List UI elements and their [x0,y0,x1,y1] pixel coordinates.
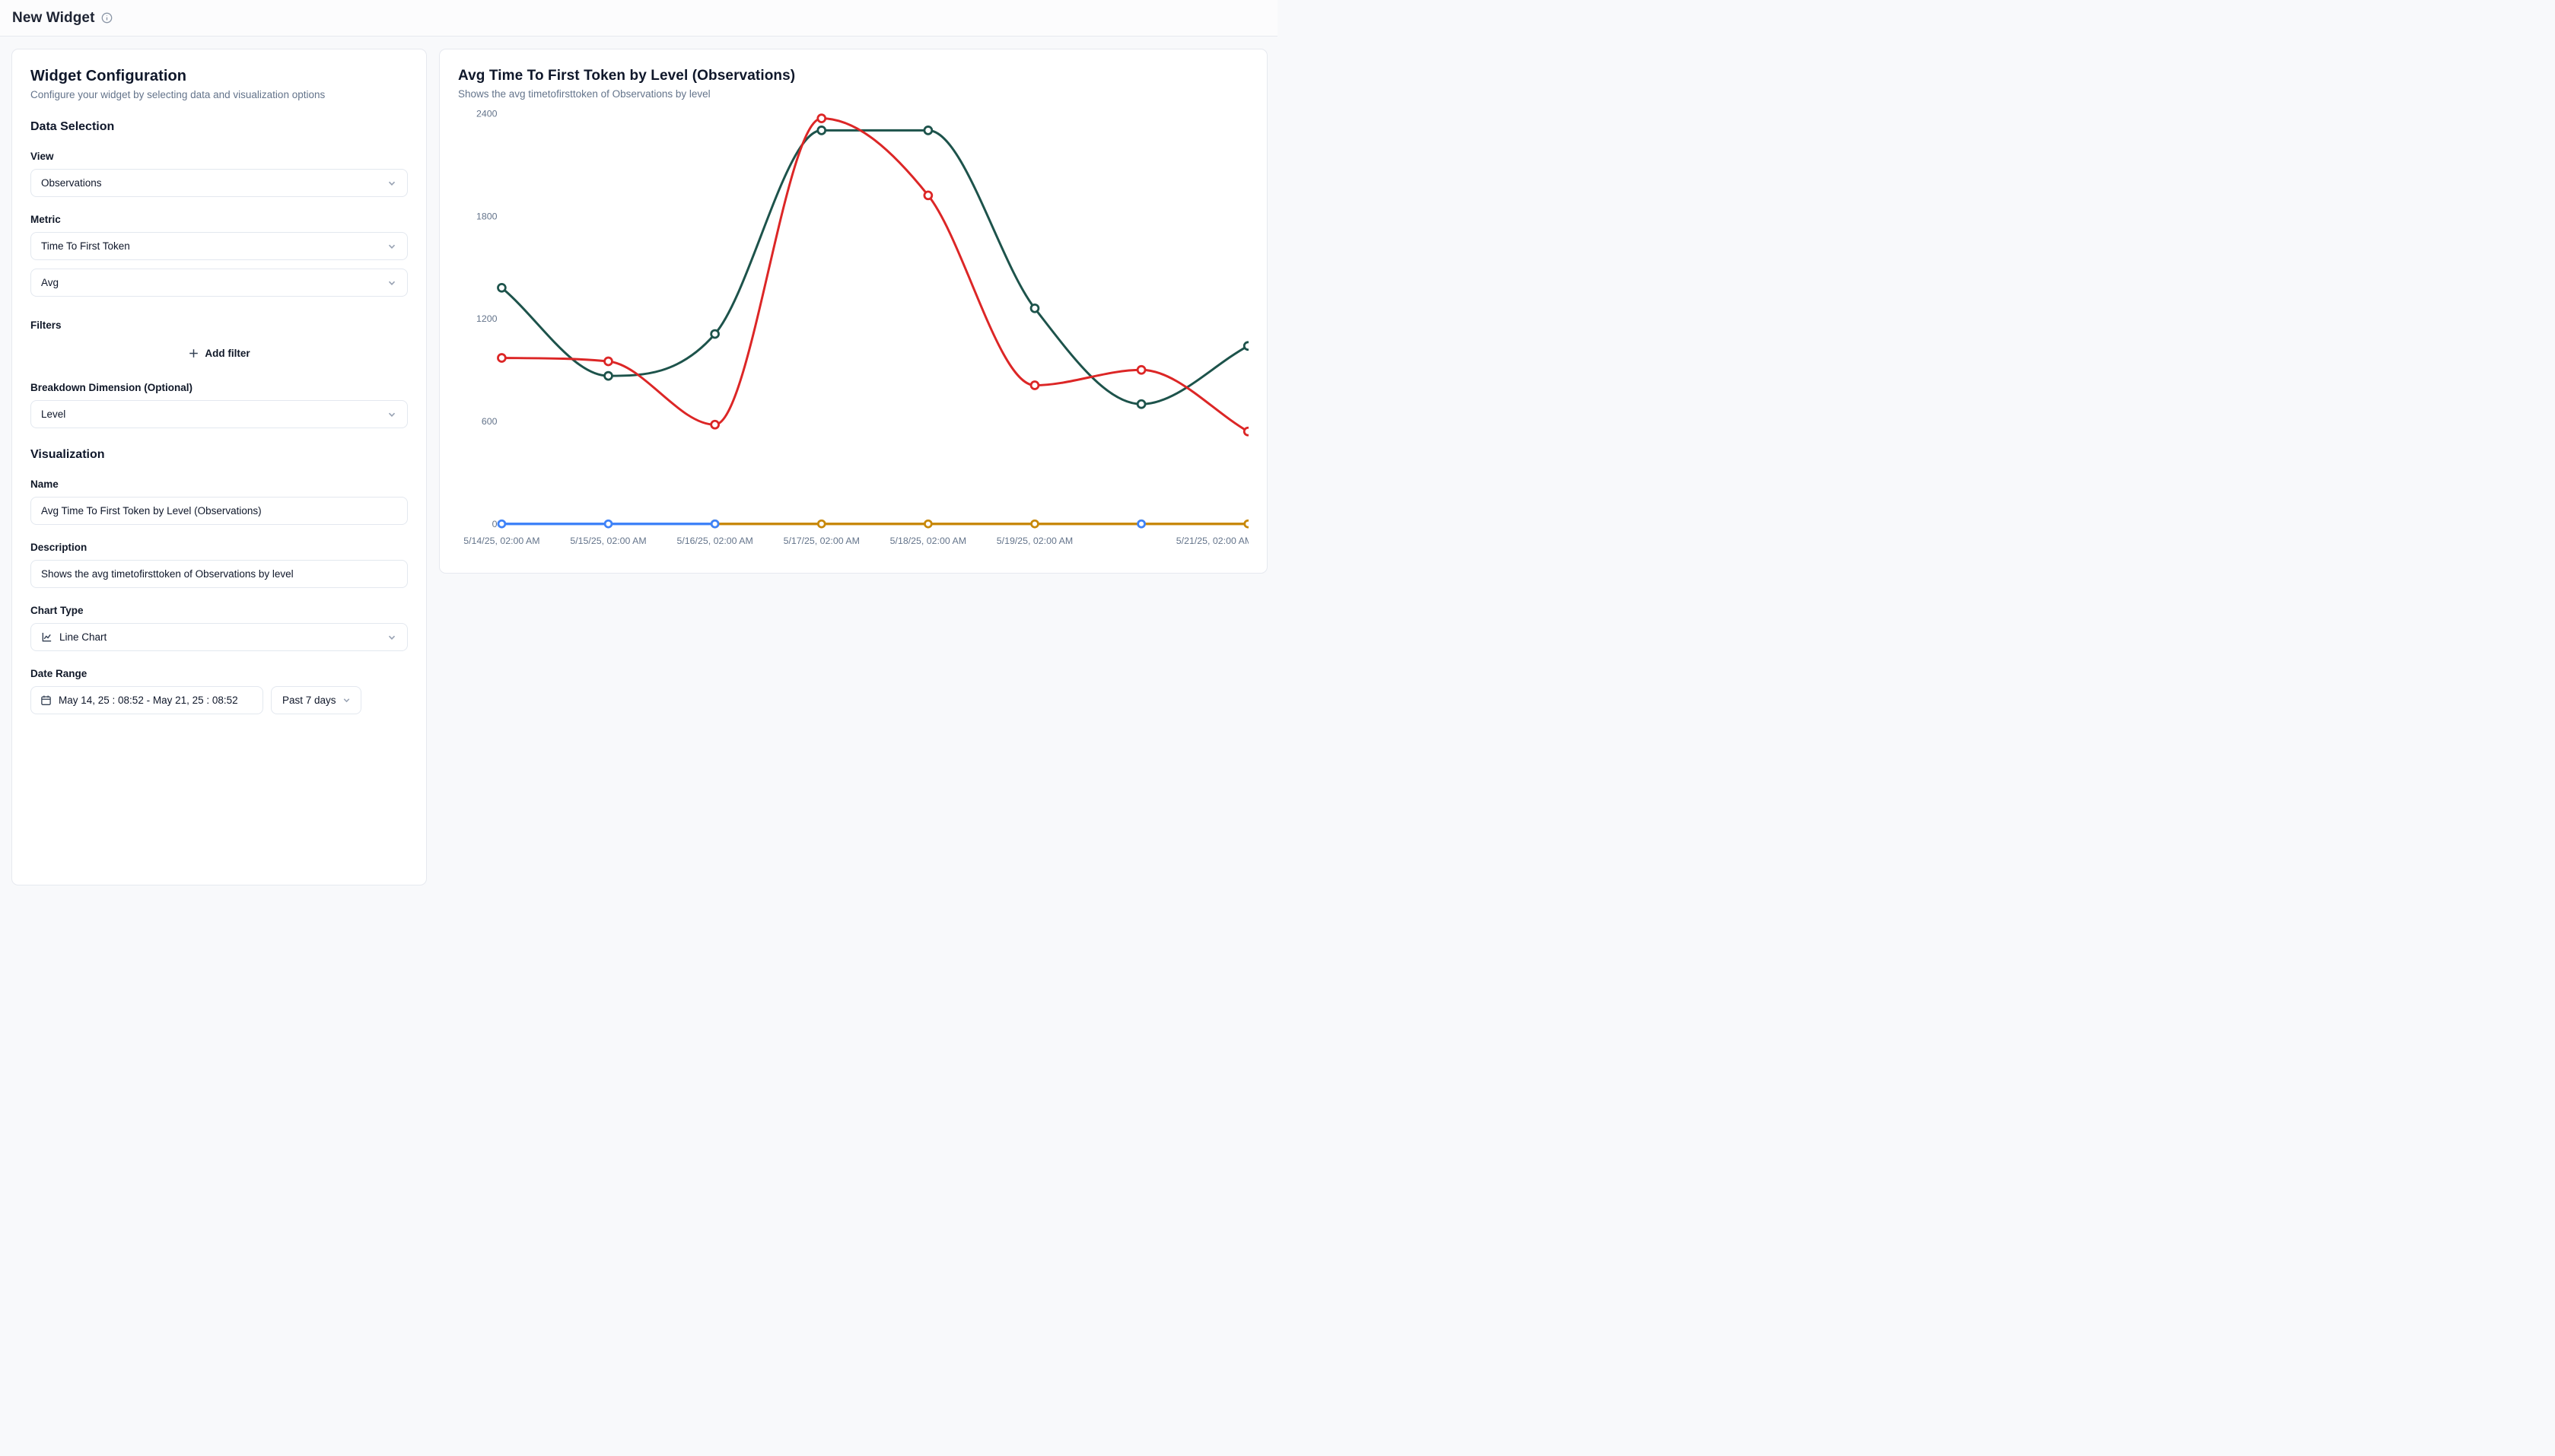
chart-type-select[interactable]: Line Chart [30,623,408,651]
description-label: Description [30,542,88,553]
series-blue-point[interactable] [603,519,613,529]
description-input[interactable] [30,560,408,588]
breakdown-select[interactable]: Level [30,400,408,428]
name-input[interactable] [30,497,408,525]
x-axis-tick: 5/17/25, 02:00 AM [784,536,860,546]
chevron-down-icon [387,278,397,288]
add-filter-label: Add filter [205,348,250,359]
view-select-value: Observations [41,177,102,189]
series-amber-point[interactable] [924,519,933,529]
breakdown-select-value: Level [41,409,66,420]
metric-select-value: Time To First Token [41,240,130,252]
metric-label: Metric [30,214,61,225]
series-red-line [501,117,1249,433]
x-axis-tick: 5/14/25, 02:00 AM [463,536,539,546]
y-axis-tick: 1200 [476,313,498,324]
series-red-point[interactable] [816,113,827,123]
line-chart-icon [41,631,52,643]
filters-label: Filters [30,319,62,331]
series-teal-point[interactable] [1029,303,1040,313]
series-red-point[interactable] [710,419,720,430]
series-red-point[interactable] [923,190,934,201]
series-teal-point[interactable] [710,329,720,339]
series-red-point[interactable] [1242,426,1249,437]
series-teal-point[interactable] [923,126,934,135]
config-title: Widget Configuration [30,68,187,84]
series-teal-point[interactable] [497,282,507,293]
line-chart-svg: 0 600 1200 1800 2400 5/14/25, 02:00 AM 5/15/25… [463,108,1249,546]
info-icon[interactable] [101,12,113,24]
series-red-point[interactable] [497,353,507,363]
section-visualization: Visualization [30,448,105,461]
series-red-point[interactable] [1029,380,1040,390]
date-preset-button[interactable]: Past 7 days [271,686,361,714]
series-amber-point[interactable] [816,519,826,529]
y-axis-tick: 2400 [476,108,498,119]
name-label: Name [30,478,59,490]
x-axis-tick: 5/18/25, 02:00 AM [890,536,966,546]
date-range-value: May 14, 25 : 08:52 - May 21, 25 : 08:52 [59,695,238,706]
series-blue-point[interactable] [1137,519,1146,529]
x-axis-tick: 5/16/25, 02:00 AM [676,536,752,546]
series-teal-point[interactable] [603,370,613,381]
series-blue-point[interactable] [710,519,720,529]
y-axis-tick: 600 [482,416,498,427]
view-label: View [30,151,54,162]
series-red-point[interactable] [1136,364,1147,375]
y-axis-tick: 0 [492,519,498,529]
series-teal-point[interactable] [1242,341,1249,351]
date-range-label: Date Range [30,668,88,679]
chart-title: Avg Time To First Token by Level (Observ… [458,68,796,84]
aggregation-select[interactable]: Avg [30,269,408,297]
series-amber-point[interactable] [1243,519,1249,529]
x-axis-tick: 5/19/25, 02:00 AM [997,536,1073,546]
y-axis-tick: 1800 [476,211,498,221]
line-chart[interactable]: 0 600 1200 1800 2400 5/14/25, 02:00 AM 5/15/25… [458,106,1249,558]
add-filter-button[interactable]: Add filter [179,342,259,365]
chevron-down-icon [387,409,397,420]
chart-subtitle: Shows the avg timetofirsttoken of Observ… [458,88,711,100]
x-axis-tick: 5/15/25, 02:00 AM [570,536,646,546]
chevron-down-icon [387,632,397,643]
metric-select[interactable]: Time To First Token [30,232,408,260]
chevron-down-icon [387,241,397,252]
section-data-selection: Data Selection [30,120,115,133]
view-select[interactable]: Observations [30,169,408,197]
series-teal-point[interactable] [816,126,827,135]
breakdown-label: Breakdown Dimension (Optional) [30,382,193,393]
page-title: New Widget [12,9,95,26]
series-red-point[interactable] [603,356,613,367]
series-teal-point[interactable] [1136,399,1147,409]
series-teal-line [501,129,1249,405]
plus-icon [188,348,199,359]
widget-configuration-panel: Widget Configuration Configure your widg… [11,49,427,885]
chart-type-value: Line Chart [59,631,107,643]
series-blue-point[interactable] [497,519,507,529]
calendar-icon [40,695,52,706]
series-amber-point[interactable] [1030,519,1039,529]
date-range-button[interactable]: May 14, 25 : 08:52 - May 21, 25 : 08:52 [30,686,263,714]
page-header: New Widget [0,0,1278,37]
chevron-down-icon [387,178,397,189]
aggregation-select-value: Avg [41,277,59,288]
widget-preview-panel: Avg Time To First Token by Level (Observ… [439,49,1268,574]
chart-type-label: Chart Type [30,605,84,616]
x-axis-tick: 5/21/25, 02:00 AM [1176,536,1249,546]
date-preset-value: Past 7 days [282,695,336,706]
chevron-down-icon [342,695,352,705]
config-subtitle: Configure your widget by selecting data … [30,89,326,100]
